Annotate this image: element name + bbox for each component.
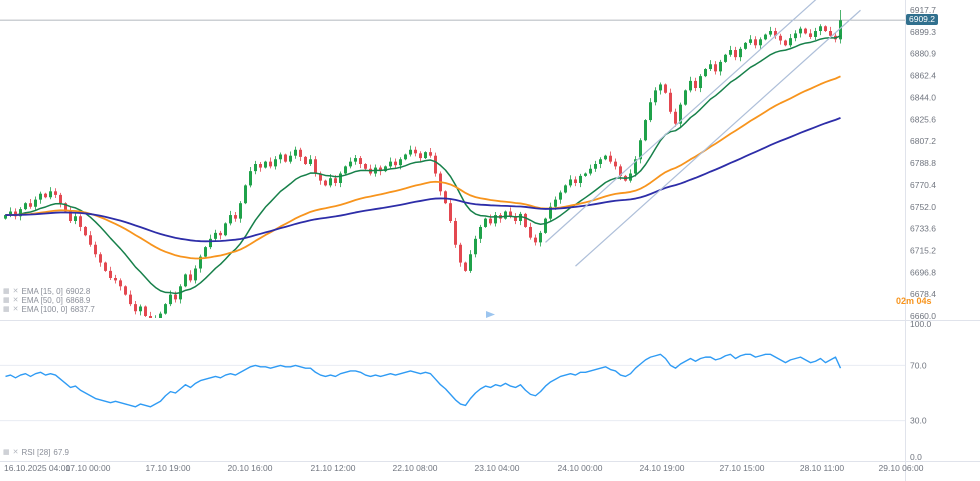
rsi-axis-label: 70.0 bbox=[910, 360, 927, 370]
trade-countdown: 02m 04s bbox=[896, 296, 932, 306]
price-axis-label: 6752.0 bbox=[910, 202, 936, 212]
time-axis-label: 17.10 19:00 bbox=[146, 463, 191, 473]
chart-type-icon[interactable]: ▦ bbox=[3, 288, 10, 295]
time-axis-label: 21.10 12:00 bbox=[311, 463, 356, 473]
time-axis-label: 29.10 06:00 bbox=[879, 463, 924, 473]
rsi-value: 67.9 bbox=[53, 448, 69, 457]
ema50-label: EMA [50, 0] bbox=[21, 296, 63, 305]
flag-marker[interactable] bbox=[486, 311, 495, 318]
remove-indicator-icon[interactable]: ✕ bbox=[12, 297, 19, 304]
time-axis-label: 22.10 08:00 bbox=[393, 463, 438, 473]
price-axis-label: 6880.9 bbox=[910, 49, 936, 59]
remove-indicator-icon[interactable]: ✕ bbox=[12, 288, 19, 295]
time-axis-label: 16.10.2025 04:00 bbox=[4, 463, 70, 473]
price-axis-label: 6715.2 bbox=[910, 245, 936, 255]
price-axis-label: 6844.0 bbox=[910, 93, 936, 103]
ema15-label: EMA [15, 0] bbox=[21, 287, 63, 296]
price-axis: 6917.7 6899.3 6880.9 6862.4 6844.0 6825.6 6807… bbox=[910, 5, 936, 321]
time-axis-label: 20.10 16:00 bbox=[228, 463, 273, 473]
time-axis-label: 23.10 04:00 bbox=[475, 463, 520, 473]
ema-legend-row: ▦ ✕ EMA [50, 0] 6868.9 bbox=[3, 296, 95, 305]
rsi-axis-label: 0.0 bbox=[910, 452, 922, 462]
ema-legend-row: ▦ ✕ EMA [15, 0] 6902.8 bbox=[3, 287, 95, 296]
price-axis-label: 6678.4 bbox=[910, 289, 936, 299]
rsi-guides bbox=[0, 364, 905, 422]
ema100-value: 6837.7 bbox=[70, 305, 95, 314]
remove-indicator-icon[interactable]: ✕ bbox=[12, 449, 19, 456]
price-axis-label: 6825.6 bbox=[910, 114, 936, 124]
price-axis-label: 6696.8 bbox=[910, 267, 936, 277]
chart-type-icon[interactable]: ▦ bbox=[3, 297, 10, 304]
time-axis-label: 24.10 19:00 bbox=[640, 463, 685, 473]
ema50-line[interactable] bbox=[5, 75, 841, 260]
price-axis-label: 6807.2 bbox=[910, 136, 936, 146]
ema-legend: ▦ ✕ EMA [15, 0] 6902.8 ▦ ✕ EMA [50, 0] 6… bbox=[3, 287, 95, 314]
ema100-label: EMA [100, 0] bbox=[21, 305, 68, 314]
last-price-badge: 6909.2 bbox=[906, 14, 938, 26]
ema100-line[interactable] bbox=[5, 117, 841, 243]
chart-type-icon[interactable]: ▦ bbox=[3, 306, 10, 313]
price-axis-label: 6660.0 bbox=[910, 311, 936, 321]
time-axis-label: 24.10 00:00 bbox=[558, 463, 603, 473]
ema15-value: 6902.8 bbox=[65, 287, 91, 296]
rsi-legend: ▦ ✕ RSI [28] 67.9 bbox=[3, 448, 69, 457]
candlesticks[interactable] bbox=[4, 10, 842, 325]
rsi-label: RSI [28] bbox=[21, 448, 51, 457]
rsi-axis: 100.0 70.0 30.0 0.0 bbox=[910, 319, 932, 462]
ema15-line[interactable] bbox=[5, 35, 841, 295]
rsi-axis-label: 100.0 bbox=[910, 319, 932, 329]
chart-type-icon[interactable]: ▦ bbox=[3, 449, 10, 456]
ema-legend-row: ▦ ✕ EMA [100, 0] 6837.7 bbox=[3, 305, 95, 314]
price-axis-label: 6899.3 bbox=[910, 27, 936, 37]
ema50-value: 6868.9 bbox=[65, 296, 91, 305]
time-axis-label: 17.10 00:00 bbox=[66, 463, 111, 473]
trend-channel[interactable] bbox=[545, 0, 861, 267]
time-axis-label: 27.10 15:00 bbox=[720, 463, 765, 473]
price-axis-label: 6770.4 bbox=[910, 180, 936, 190]
price-axis-label: 6862.4 bbox=[910, 71, 936, 81]
time-axis-label: 28.10 11:00 bbox=[800, 463, 845, 473]
remove-indicator-icon[interactable]: ✕ bbox=[12, 306, 19, 313]
price-axis-label: 6788.8 bbox=[910, 158, 936, 168]
rsi-legend-row: ▦ ✕ RSI [28] 67.9 bbox=[3, 448, 69, 457]
price-axis-label: 6917.7 bbox=[910, 5, 936, 15]
rsi-line[interactable] bbox=[5, 353, 842, 408]
price-axis-label: 6733.6 bbox=[910, 224, 936, 234]
rsi-axis-label: 30.0 bbox=[910, 416, 927, 426]
